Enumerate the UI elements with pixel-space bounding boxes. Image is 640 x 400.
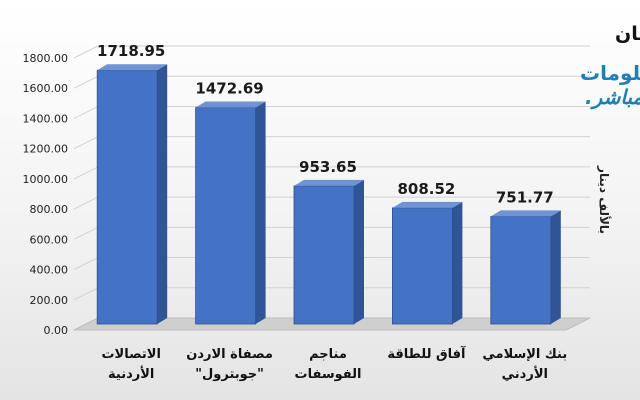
data-label: 808.52 [397,180,455,198]
bar [195,107,257,325]
bar-top-face [490,210,561,217]
x-tick-label: مناجم [309,347,347,362]
gridline-diagonal [73,136,99,150]
gridline-diagonal [73,196,99,210]
x-tick-label: بنك الإسلامي [482,347,567,362]
x-tick-label: الأردني [502,365,548,382]
y-tick-label: 1000.00 [23,173,69,186]
bars-group [96,64,561,325]
bar [96,69,158,325]
logo-line-2: مباشر. [585,85,640,110]
x-tick-label: "جوبترول" [195,367,264,382]
chart-title: أنشط 5 أسهم قيمةً ببورصة عمّان [615,21,640,45]
gridline-diagonal [73,287,99,301]
x-axis: الاتصالات الأردنية مصفاة الاردن "جوبترول" من… [101,345,567,382]
y-axis: 0.00 200.00 400.00 600.00 800.00 1000.00 1200.… [23,52,69,337]
y-tick-label: 400.00 [30,264,69,277]
x-tick-label: الأردنية [108,365,154,382]
x-tick-label: آفاق للطاقة [387,345,466,362]
bar [293,185,355,325]
bar [391,207,453,325]
y-tick-label: 1400.00 [23,112,69,125]
data-label: 1718.95 [97,42,165,60]
y-tick-label: 0.00 [44,324,69,337]
gridline-diagonal [73,257,99,271]
bar-top-face [392,201,463,208]
logo-line-1: معلومات [580,61,640,85]
bar-top-face [97,64,168,71]
bar-side-face [452,201,463,324]
y-axis-unit-label: بالألف دينار [597,165,612,234]
data-label: 1472.69 [195,79,263,97]
gridline-diagonal [73,105,99,119]
data-labels-group: 1718.95 1472.69 953.65 808.52 751.77 [97,42,554,206]
y-tick-label: 600.00 [30,233,69,246]
bar-side-face [255,101,266,324]
x-tick-label: الاتصالات [101,347,160,362]
gridline-diagonal [73,226,99,240]
gridline-diagonal [73,45,99,59]
y-tick-label: 1800.00 [23,52,69,65]
y-tick-label: 1200.00 [23,143,69,156]
data-label: 953.65 [299,158,357,176]
y-tick-label: 800.00 [30,203,69,216]
gridline-diagonal [73,75,99,89]
gridline-diagonal [73,166,99,180]
y-tick-label: 200.00 [30,294,69,307]
bar-side-face [354,179,364,324]
bar-top-face [294,179,364,186]
logo: معلومات مباشر. [580,61,640,110]
data-label: 751.77 [496,188,554,206]
bar-top-face [195,101,266,108]
y-tick-label: 1600.00 [23,82,69,95]
x-tick-label: الفوسفات [295,367,362,382]
bar-side-face [157,64,168,324]
x-tick-label: مصفاة الاردن [186,347,273,362]
bar-side-face [550,210,561,324]
bar [490,215,552,325]
